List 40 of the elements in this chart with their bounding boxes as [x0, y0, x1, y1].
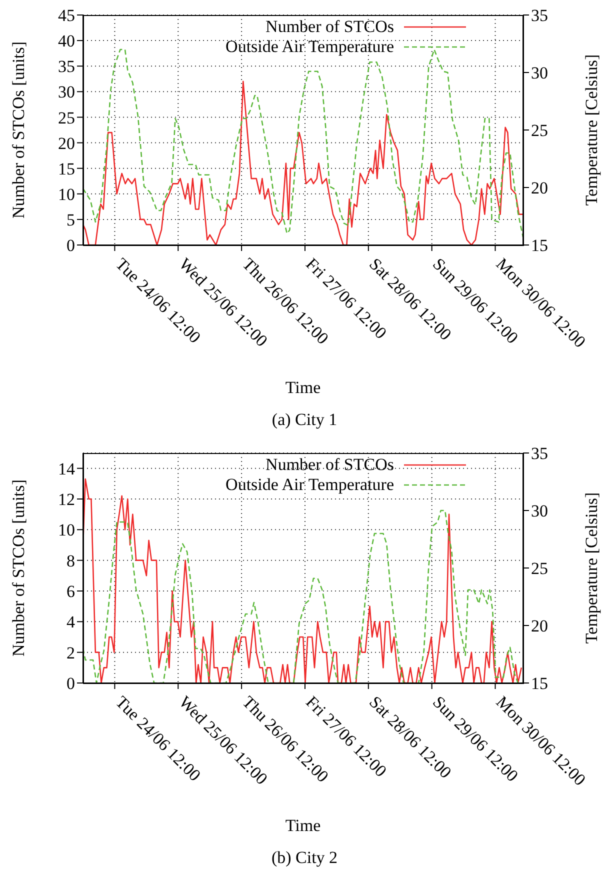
y2-tick-label: 35: [531, 444, 548, 464]
y-tick-label: 0: [66, 236, 75, 256]
y-tick-label: 6: [66, 582, 75, 602]
y-tick-label: 8: [66, 551, 75, 570]
y-tick-label: 25: [58, 108, 75, 128]
y-tick-label: 30: [58, 82, 75, 102]
y-tick-label: 10: [58, 184, 75, 204]
y2-tick-label: 20: [531, 616, 548, 636]
y2-tick-label: 30: [531, 502, 548, 521]
legend-label: Number of STCOs: [266, 455, 394, 475]
y2-tick-label: 15: [531, 674, 548, 694]
y2-axis-title: Temperature [Celsius]: [582, 492, 601, 644]
x-axis-title: Time: [285, 378, 321, 397]
y2-tick-label: 25: [531, 559, 548, 578]
y2-tick-label: 25: [531, 121, 548, 140]
y2-tick-label: 35: [531, 6, 548, 26]
y-tick-label: 15: [58, 159, 75, 178]
y-tick-label: 12: [58, 490, 75, 510]
legend-label: Outside Air Temperature: [226, 37, 394, 57]
text: (b) City 2: [270, 848, 339, 868]
y-axis-title: Number of STCOs [units]: [8, 41, 28, 219]
y-tick-label: 14: [58, 459, 76, 478]
y-tick-label: 4: [66, 612, 76, 632]
y-axis-title: Number of STCOs [units]: [8, 479, 28, 657]
y-tick-label: 20: [58, 134, 75, 153]
legend-label: Outside Air Temperature: [226, 475, 394, 495]
y2-tick-label: 20: [531, 178, 548, 198]
legend-label: Number of STCOs: [266, 17, 394, 37]
y-tick-label: 10: [58, 520, 75, 540]
y2-axis-title: Temperature [Celsius]: [582, 54, 601, 206]
y2-tick-label: 15: [531, 236, 548, 256]
text: (a) City 1: [270, 410, 338, 430]
y-tick-label: 35: [58, 57, 75, 76]
y-tick-label: 0: [66, 674, 75, 694]
y-tick-label: 40: [58, 32, 75, 51]
y-tick-label: 5: [66, 210, 75, 230]
y-tick-label: 2: [66, 643, 75, 662]
y2-tick-label: 30: [531, 64, 548, 83]
y-tick-label: 45: [58, 6, 75, 26]
x-axis-title: Time: [285, 816, 321, 835]
